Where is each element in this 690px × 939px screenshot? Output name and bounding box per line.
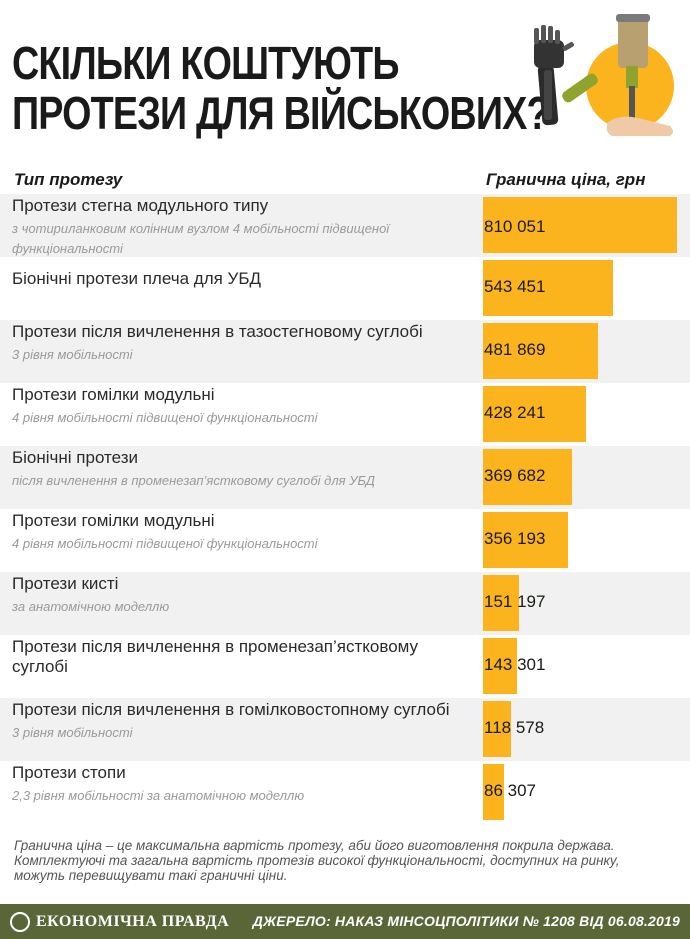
chart-row: Протези кисті за анатомічною моделлю 151 1… <box>0 572 690 635</box>
price-value-label: 356 193 <box>484 529 546 548</box>
category-sublabel: 4 рівня мобільності підвищеної функціона… <box>12 410 318 425</box>
publisher-logo-text: ЕКОНОМІЧНА ПРАВДА <box>36 913 230 930</box>
chart-row: Протези після вичленення в гомілковостоп… <box>0 698 690 761</box>
category-sublabel: з чотириланковим колінним вузлом 4 мобіл… <box>12 221 390 256</box>
price-value-label: 810 051 <box>484 217 546 236</box>
column-header-price: Гранична ціна, грн <box>486 170 646 189</box>
category-label: Протези гомілки модульні <box>12 385 215 404</box>
category-label: Протези стопи <box>12 763 126 782</box>
price-bar <box>483 764 504 820</box>
bionic-arm-icon <box>534 25 598 126</box>
page-title-line-1: Скільки коштують <box>12 37 400 89</box>
price-bar <box>483 386 586 442</box>
price-value-label: 481 869 <box>484 340 546 359</box>
category-label: Протези кисті <box>12 574 119 593</box>
price-bar <box>483 449 572 505</box>
chart-row: Протези після вичленення в променезап’яс… <box>0 635 690 698</box>
category-label: Протези після вичленення в гомілковостоп… <box>12 700 450 719</box>
category-label: Протези після вичленення в променезап’яс… <box>12 637 419 676</box>
chart-row: Протези гомілки модульні 4 рівня мобільно… <box>0 383 690 446</box>
chart-row: Протези після вичленення в тазостегновом… <box>0 320 690 383</box>
price-value-label: 86 307 <box>484 781 536 800</box>
source-text: ДЖЕРЕЛО: НАКАЗ МІНСОЦПОЛІТИКИ № 1208 ВІД… <box>252 913 680 929</box>
price-value-label: 118 578 <box>484 718 545 737</box>
chart-row: Протези стопи 2,3 рівня мобільності за ан… <box>0 761 690 824</box>
category-label: Протези після вичленення в тазостегновом… <box>12 322 423 341</box>
page-title-line-2: протези для військових? <box>12 87 550 139</box>
price-value-label: 143 301 <box>484 655 546 674</box>
column-header-type: Тип протезу <box>14 170 123 189</box>
price-bar <box>483 701 511 757</box>
category-sublabel: 3 рівня мобільності <box>12 725 133 740</box>
chart-row: Протези гомілки модульні 4 рівня мобільно… <box>0 509 690 572</box>
category-sublabel: після вичленення в променезап’ястковому … <box>12 473 375 488</box>
prosthesis-illustration <box>534 14 674 136</box>
price-value-label: 151 197 <box>484 592 546 611</box>
footer-bar: ЕКОНОМІЧНА ПРАВДА ДЖЕРЕЛО: НАКАЗ МІНСОЦП… <box>0 904 690 939</box>
ep-logo-icon <box>10 912 30 932</box>
price-bar <box>483 638 517 694</box>
chart-row: Протези стегна модульного типу з чотирила… <box>0 194 690 257</box>
category-label: Протези стегна модульного типу <box>12 196 269 215</box>
price-value-label: 428 241 <box>484 403 546 422</box>
leg-prosthesis-icon <box>606 14 673 136</box>
price-value-label: 543 451 <box>484 277 546 296</box>
category-label: Протези гомілки модульні <box>12 511 215 530</box>
price-bar <box>483 512 568 568</box>
category-label: Біонічні протези <box>12 448 139 467</box>
price-bar <box>483 575 519 631</box>
category-label: Біонічні протези плеча для УБД <box>12 269 262 288</box>
price-bar <box>483 197 677 253</box>
chart-row: Біонічні протези після вичленення в проме… <box>0 446 690 509</box>
price-bar-chart: Протези стегна модульного типу з чотирила… <box>0 194 690 824</box>
category-sublabel: 3 рівня мобільності <box>12 347 133 362</box>
footnote: Гранична ціна – це максимальна вартість … <box>14 838 620 883</box>
chart-row: Біонічні протези плеча для УБД 543 451 <box>0 257 690 320</box>
category-sublabel: 2,3 рівня мобільності за анатомічною мод… <box>12 788 305 803</box>
category-sublabel: 4 рівня мобільності підвищеної функціона… <box>12 536 318 551</box>
price-bar <box>483 323 598 379</box>
category-sublabel: за анатомічною моделлю <box>12 599 170 614</box>
price-bar <box>483 260 613 316</box>
price-value-label: 369 682 <box>484 466 546 485</box>
